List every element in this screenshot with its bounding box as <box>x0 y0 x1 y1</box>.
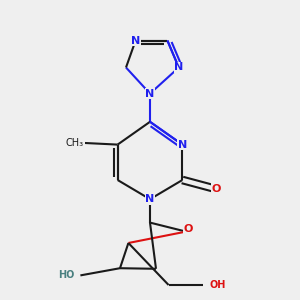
Text: CH₃: CH₃ <box>66 138 84 148</box>
Text: N: N <box>178 140 187 150</box>
Text: N: N <box>146 88 154 99</box>
Text: O: O <box>211 184 221 194</box>
Text: O: O <box>184 224 193 234</box>
Text: N: N <box>146 194 154 204</box>
Text: N: N <box>131 35 140 46</box>
Text: HO: HO <box>58 270 74 280</box>
Text: OH: OH <box>209 280 226 290</box>
Text: N: N <box>174 62 183 73</box>
